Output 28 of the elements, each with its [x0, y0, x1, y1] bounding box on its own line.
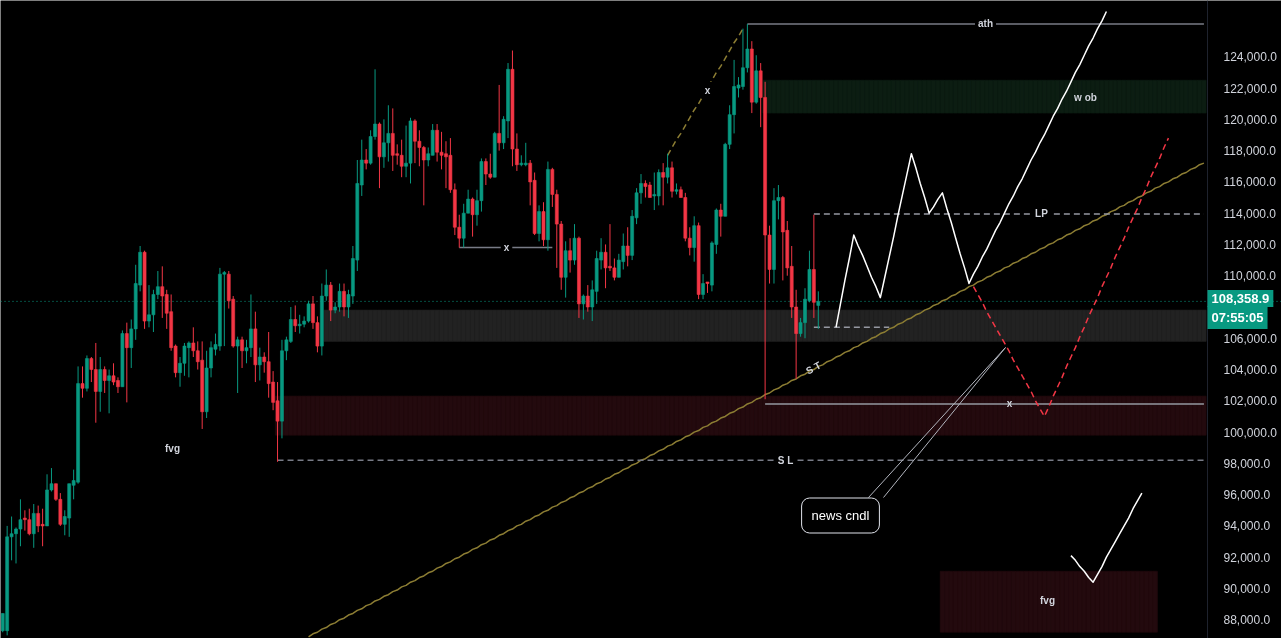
y-tick-label: 92,000.0: [1223, 550, 1271, 565]
y-tick-label: 88,000.0: [1223, 613, 1271, 628]
y-tick-label: 100,000.0: [1223, 425, 1278, 440]
annotation: S L: [777, 454, 794, 466]
y-tick-label: 124,000.0: [1223, 50, 1278, 65]
annotation: x: [704, 85, 711, 96]
y-tick-label: 96,000.0: [1223, 488, 1271, 503]
annotation: ath: [978, 18, 993, 30]
y-tick-label: 104,000.0: [1223, 363, 1278, 378]
ref-line-label: 108,358.9: [1211, 290, 1270, 306]
y-tick-label: 98,000.0: [1223, 456, 1271, 471]
y-tick-label: 102,000.0: [1223, 394, 1278, 409]
y-tick-label: 110,000.0: [1223, 269, 1277, 284]
annotation: news cndl: [811, 508, 870, 523]
y-tick-label: 90,000.0: [1223, 581, 1271, 596]
annotation: 07:55:05: [1211, 309, 1264, 325]
y-tick-label: 112,000.0: [1223, 237, 1277, 252]
annotation: fvg: [165, 443, 180, 454]
annotation: S T: [804, 359, 823, 377]
y-tick-label: 116,000.0: [1223, 175, 1277, 190]
y-tick-label: 118,000.0: [1223, 144, 1277, 159]
y-tick-label: 120,000.0: [1223, 112, 1278, 127]
y-tick-label: 114,000.0: [1223, 206, 1277, 221]
y-tick-label: 122,000.0: [1223, 81, 1278, 96]
annotation: x: [503, 242, 510, 253]
y-tick-label: 94,000.0: [1223, 519, 1271, 534]
y-tick-label: 106,000.0: [1223, 331, 1278, 346]
annotation: LP: [1035, 208, 1049, 220]
